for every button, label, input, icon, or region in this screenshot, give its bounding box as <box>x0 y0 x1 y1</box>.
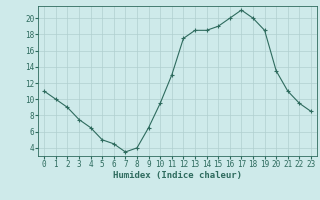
X-axis label: Humidex (Indice chaleur): Humidex (Indice chaleur) <box>113 171 242 180</box>
